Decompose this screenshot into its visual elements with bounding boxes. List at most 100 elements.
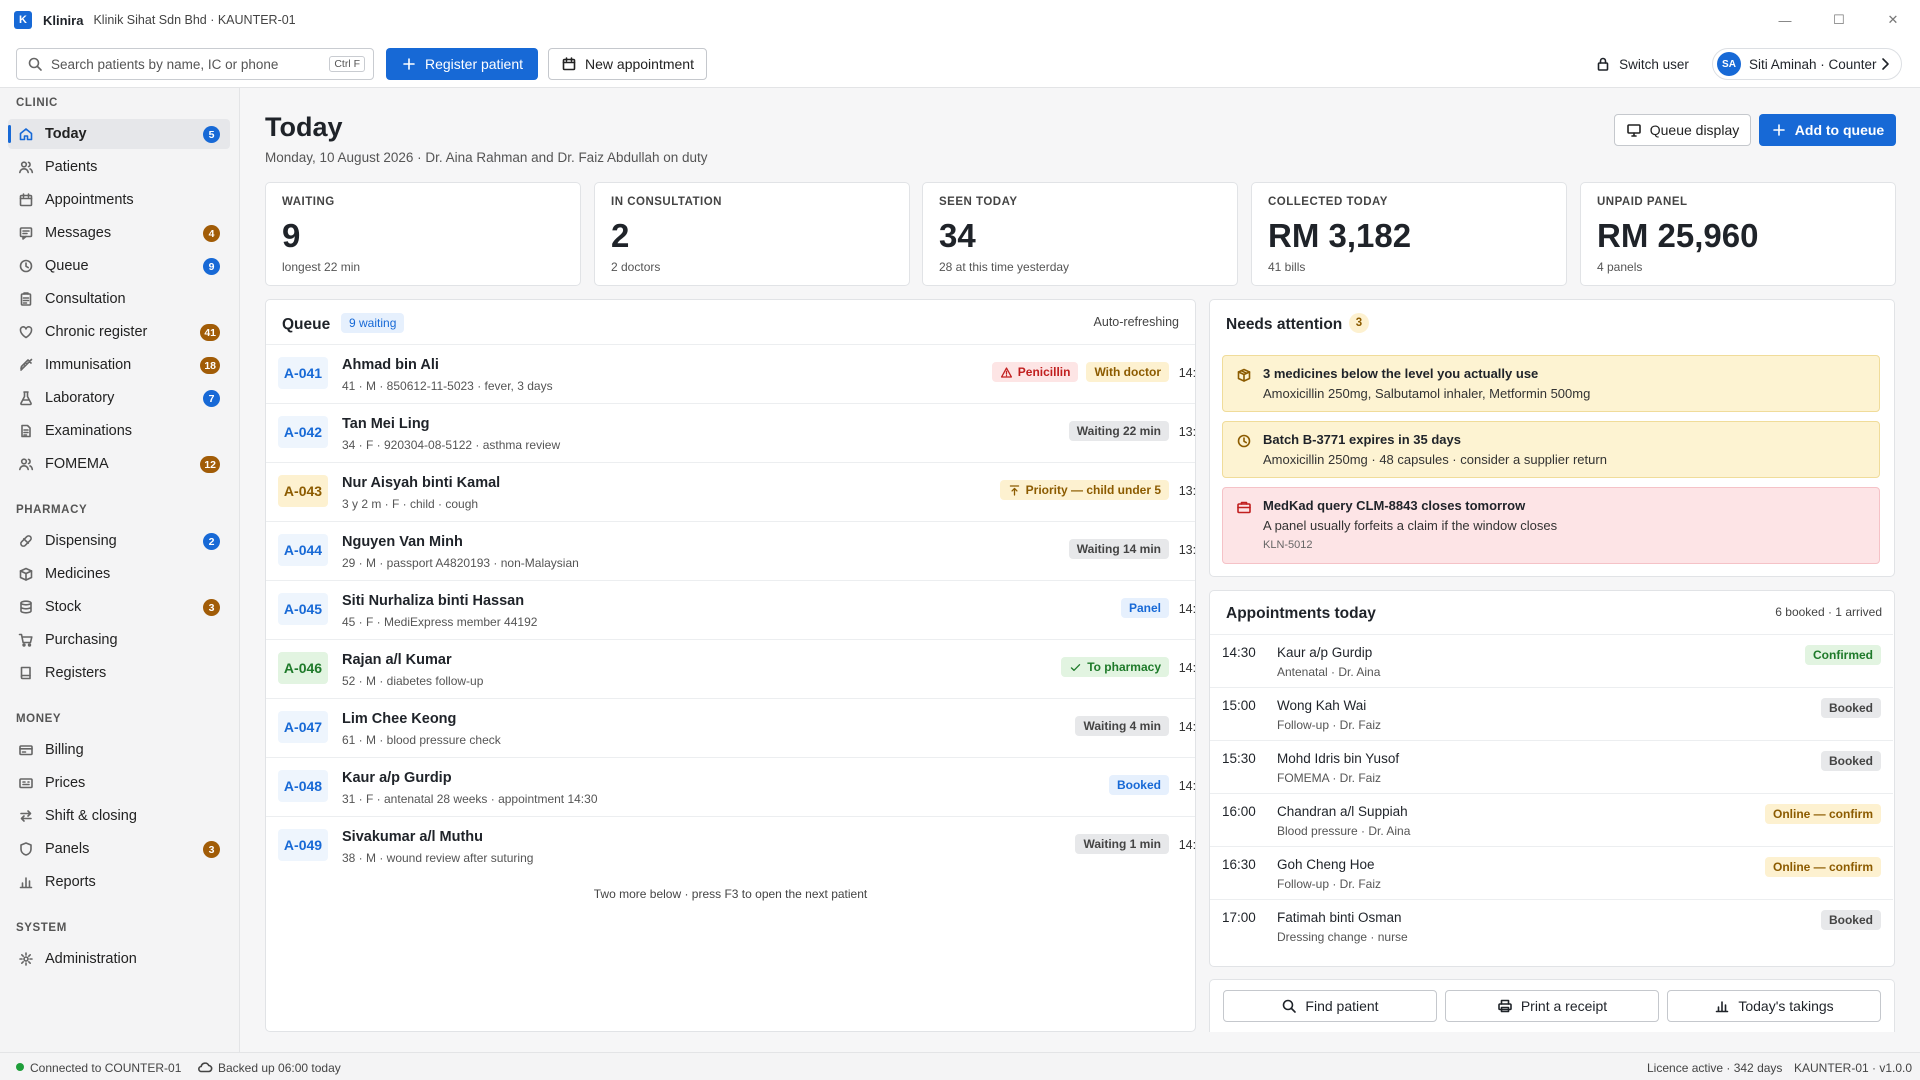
attention-alert[interactable]: MedKad query CLM-8843 closes tomorrow A p… xyxy=(1222,487,1880,564)
close-window-button[interactable]: ✕ xyxy=(1887,12,1899,27)
card-icon xyxy=(18,742,34,758)
appointment-row[interactable]: 15:00 Wong Kah Wai Follow-up · Dr. Faiz Boo… xyxy=(1210,687,1893,740)
appointment-row[interactable]: 17:00 Fatimah binti Osman Dressing change … xyxy=(1210,899,1893,952)
status-badge: Waiting 14 min xyxy=(1068,539,1169,559)
stat-subtext: longest 22 min xyxy=(282,260,361,274)
alert-description: Amoxicillin 250mg · 48 capsules · consid… xyxy=(1263,452,1607,467)
alert-title: Batch B-3771 expires in 35 days xyxy=(1263,432,1461,447)
licence-status: Licence active · 342 days xyxy=(1647,1061,1783,1075)
switch-user-button[interactable]: Switch user xyxy=(1590,48,1694,80)
queue-row[interactable]: A-049 Sivakumar a/l Muthu 38 · M · wound r… xyxy=(266,816,1195,875)
stat-value: RM 3,182 xyxy=(1268,217,1412,254)
patient-details: 41 · M · 850612-11-5023 · fever, 3 days xyxy=(342,379,553,393)
sidebar-item-label: Shift & closing xyxy=(45,808,137,824)
appointment-row[interactable]: 15:30 Mohd Idris bin Yusof FOMEMA · Dr. Fa… xyxy=(1210,740,1893,793)
tag-icon xyxy=(18,775,34,791)
sidebar-item-label: Chronic register xyxy=(45,324,148,340)
queue-row[interactable]: A-045 Siti Nurhaliza binti Hassan 45 · F ·… xyxy=(266,580,1195,639)
bar-chart-icon xyxy=(1714,998,1730,1014)
queue-time: 13:56 xyxy=(1178,543,1196,557)
appointment-row[interactable]: 16:30 Goh Cheng Hoe Follow-up · Dr. Faiz On… xyxy=(1210,846,1893,899)
user-menu[interactable]: SA Siti Aminah · Counter xyxy=(1712,48,1902,80)
sidebar-item-immunisation[interactable]: Immunisation 18 xyxy=(8,350,230,380)
queue-row[interactable]: A-044 Nguyen Van Minh 29 · M · passport A4… xyxy=(266,521,1196,580)
sidebar-item-panels[interactable]: Panels 3 xyxy=(8,834,230,864)
sidebar-item-dispensing[interactable]: Dispensing 2 xyxy=(8,526,230,556)
sidebar-item-reports[interactable]: Reports xyxy=(8,867,230,897)
sidebar-item-prices[interactable]: Prices xyxy=(8,768,230,798)
sidebar-item-messages[interactable]: Messages 4 xyxy=(8,218,230,248)
ticket-number: A-044 xyxy=(278,534,328,566)
sidebar-item-label: Prices xyxy=(45,775,86,791)
sidebar-item-appointments[interactable]: Appointments xyxy=(8,185,230,215)
appointment-details: Follow-up · Dr. Faiz xyxy=(1277,718,1382,732)
attention-alert[interactable]: 3 medicines below the level you actually… xyxy=(1222,355,1880,412)
sidebar-item-today[interactable]: Today 5 xyxy=(8,119,230,149)
stat-subtext: 2 doctors xyxy=(611,260,661,274)
queue-row[interactable]: A-043 Nur Aisyah binti Kamal 3 y 2 m · F ·… xyxy=(266,462,1195,521)
minimize-button[interactable]: — xyxy=(1778,12,1792,28)
queue-display-button[interactable]: Queue display xyxy=(1614,114,1751,146)
sidebar-item-label: Consultation xyxy=(45,291,126,307)
queue-row[interactable]: A-041 Ahmad bin Ali 41 · M · 850612-11-502… xyxy=(266,344,1195,403)
appointment-time: 14:30 xyxy=(1222,645,1256,660)
quick-action-find-patient-button[interactable]: Find patient xyxy=(1223,990,1437,1022)
patient-name: Kaur a/p Gurdip xyxy=(342,770,452,786)
sidebar-item-stock[interactable]: Stock 3 xyxy=(8,592,230,622)
queue-row[interactable]: A-047 Lim Chee Keong 61 · M · blood pressu… xyxy=(266,698,1195,757)
status-badge: Waiting 1 min xyxy=(1075,834,1169,854)
add-to-queue-button[interactable]: Add to queue xyxy=(1759,114,1896,146)
sidebar-item-medicines[interactable]: Medicines xyxy=(8,559,230,589)
sidebar-item-label: Dispensing xyxy=(45,533,117,549)
queue-time: 14:05 xyxy=(1178,661,1196,675)
app-logo: K xyxy=(14,11,32,29)
sidebar-item-chronic-register[interactable]: Chronic register 41 xyxy=(8,317,230,347)
sidebar-item-registers[interactable]: Registers xyxy=(8,658,230,688)
queue-row[interactable]: A-042 Tan Mei Ling 34 · F · 920304-08-5122… xyxy=(266,403,1195,462)
patient-name: Nguyen Van Minh xyxy=(342,534,463,550)
sidebar-item-consultation[interactable]: Consultation xyxy=(8,284,230,314)
appointment-status-badge: Booked xyxy=(1820,698,1881,718)
search-input[interactable] xyxy=(51,56,321,72)
stat-value: RM 25,960 xyxy=(1597,217,1759,254)
status-badge-text: Waiting 22 min xyxy=(1076,424,1161,438)
users-icon xyxy=(18,159,34,175)
sidebar-item-fomema[interactable]: FOMEMA 12 xyxy=(8,449,230,479)
quick-action-print-a-receipt-button[interactable]: Print a receipt xyxy=(1445,990,1659,1022)
sidebar-item-laboratory[interactable]: Laboratory 7 xyxy=(8,383,230,413)
sidebar-item-queue[interactable]: Queue 9 xyxy=(8,251,230,281)
sidebar-item-label: Medicines xyxy=(45,566,111,582)
sidebar-count-badge: 4 xyxy=(203,225,220,242)
sidebar-item-billing[interactable]: Billing xyxy=(8,735,230,765)
appointment-details: Follow-up · Dr. Faiz xyxy=(1277,877,1382,891)
queue-row[interactable]: A-048 Kaur a/p Gurdip 31 · F · antenatal 2… xyxy=(266,757,1195,816)
sidebar-item-label: FOMEMA xyxy=(45,456,109,472)
new-appointment-button[interactable]: New appointment xyxy=(548,48,707,80)
stat-label: UNPAID PANEL xyxy=(1597,196,1688,208)
sidebar-item-patients[interactable]: Patients xyxy=(8,152,230,182)
nav-section-system: SYSTEM xyxy=(16,922,67,934)
register-patient-button[interactable]: Register patient xyxy=(386,48,538,80)
queue-row[interactable]: A-046 Rajan a/l Kumar 52 · M · diabetes fo… xyxy=(266,639,1196,698)
attention-alert[interactable]: Batch B-3771 expires in 35 days Amoxicill… xyxy=(1222,421,1880,478)
status-bar: Connected to COUNTER-01 Backed up 06:00 … xyxy=(0,1052,1920,1080)
sidebar-item-shift-closing[interactable]: Shift & closing xyxy=(8,801,230,831)
sidebar-item-administration[interactable]: Administration xyxy=(8,944,230,974)
sidebar-item-examinations[interactable]: Examinations xyxy=(8,416,230,446)
appointment-row[interactable]: 16:00 Chandran a/l Suppiah Blood pressure … xyxy=(1210,793,1893,846)
appointment-details: Dressing change · nurse xyxy=(1277,930,1408,944)
appointment-time: 15:30 xyxy=(1222,751,1256,766)
sidebar-item-purchasing[interactable]: Purchasing xyxy=(8,625,230,655)
status-badge: Priority — child under 5 xyxy=(999,480,1169,500)
status-badge-text: Waiting 1 min xyxy=(1083,837,1161,851)
sidebar-item-label: Patients xyxy=(45,159,98,175)
chevron-right-icon xyxy=(1877,56,1893,72)
appointment-row[interactable]: 14:30 Kaur a/p Gurdip Antenatal · Dr. Aina… xyxy=(1210,634,1893,687)
sidebar-item-label: Administration xyxy=(45,951,137,967)
quick-action-today-s-takings-button[interactable]: Today's takings xyxy=(1667,990,1881,1022)
status-badge: To pharmacy xyxy=(1061,657,1169,677)
patient-name: Nur Aisyah binti Kamal xyxy=(342,475,501,491)
patient-search[interactable]: Ctrl F xyxy=(16,48,374,80)
maximize-button[interactable]: ☐ xyxy=(1833,12,1845,27)
stat-card-waiting: WAITING 9 longest 22 min xyxy=(265,182,581,286)
